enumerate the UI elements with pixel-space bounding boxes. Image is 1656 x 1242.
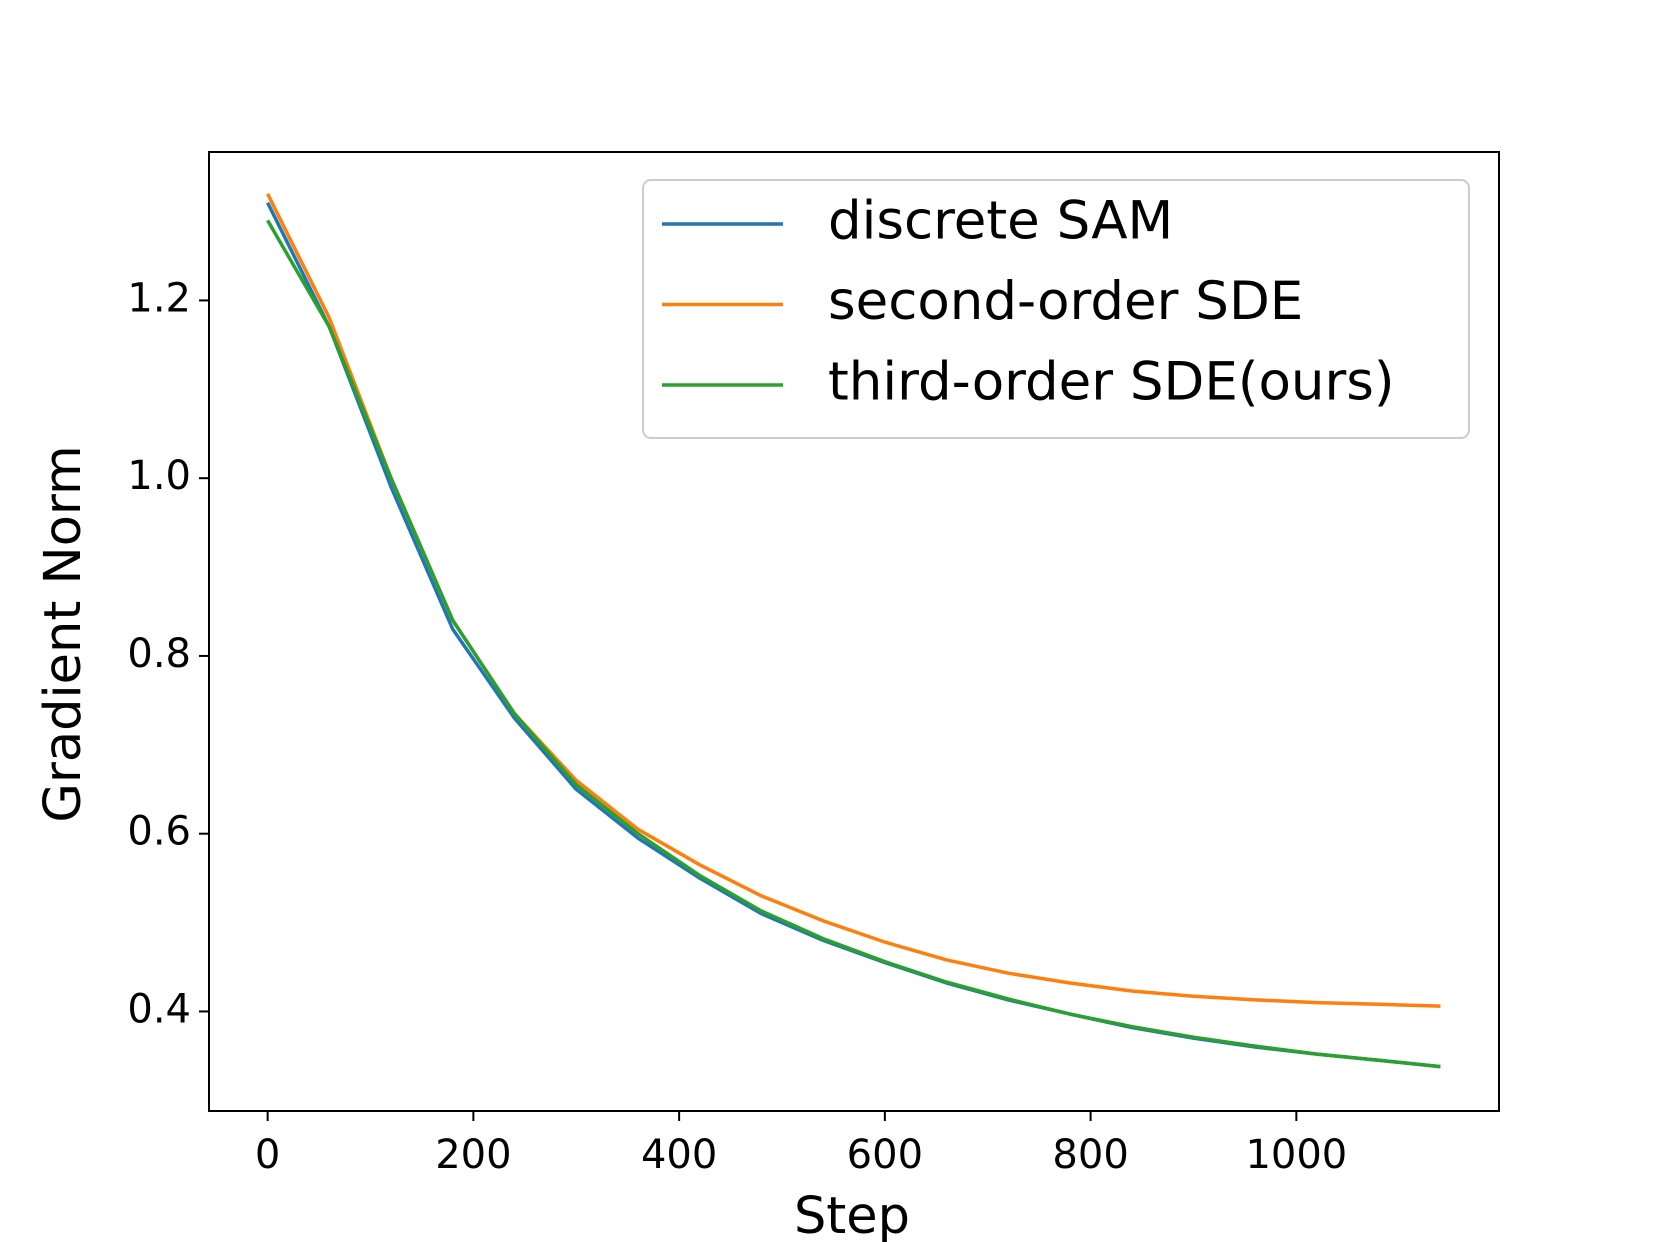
legend-box: [642, 179, 1470, 439]
x-tick-label: 200: [435, 1132, 511, 1178]
y-tick-label: 0.6: [127, 809, 191, 855]
y-tick-label: 0.8: [127, 631, 191, 677]
y-tick-label: 1.2: [127, 275, 191, 321]
x-tick-label: 400: [641, 1132, 717, 1178]
x-tick-label: 0: [255, 1132, 280, 1178]
x-tick-label: 800: [1052, 1132, 1128, 1178]
legend-label: third-order SDE(ours): [828, 352, 1395, 413]
legend: discrete SAM second-order SDE third-order …: [642, 179, 1470, 439]
y-tick-label: 0.4: [127, 986, 191, 1032]
legend-label: discrete SAM: [828, 191, 1173, 252]
x-tick-label: 1000: [1245, 1132, 1347, 1178]
x-tick-label: 600: [847, 1132, 923, 1178]
data-line: [266, 219, 1441, 1069]
y-axis-label: Gradient Norm: [34, 445, 93, 822]
legend-label: second-order SDE: [828, 271, 1303, 332]
plot-frame: [208, 151, 1500, 1112]
x-axis-label: Step: [794, 1187, 910, 1242]
y-tick-label: 1.0: [127, 453, 191, 499]
